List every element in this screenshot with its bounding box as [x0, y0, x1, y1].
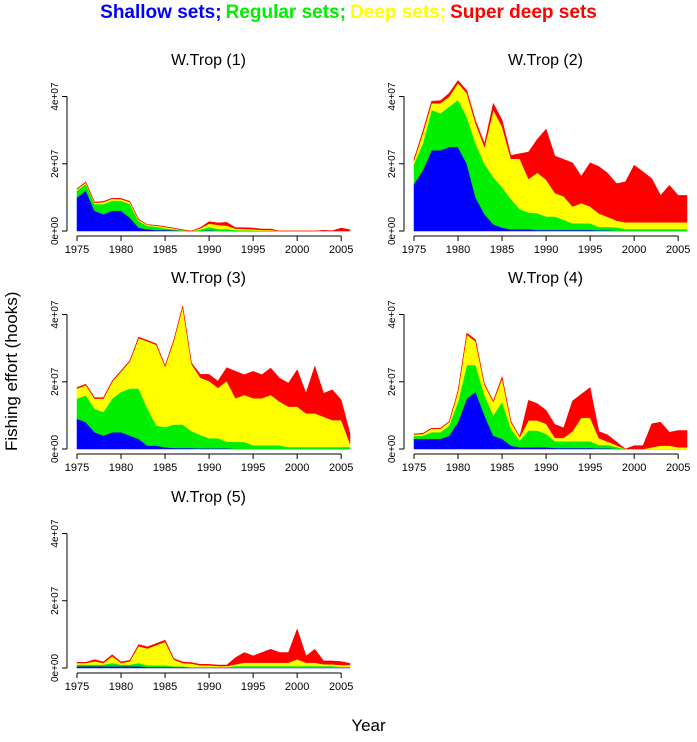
x-tick-label: 1980: [109, 244, 133, 256]
x-tick-label: 1990: [534, 462, 558, 474]
x-tick-label: 1995: [578, 244, 602, 256]
y-tick-label: 4e+07: [387, 300, 398, 329]
y-tick-label: 4e+07: [387, 82, 398, 111]
y-tick-label: 2e+07: [50, 586, 61, 615]
area-super-deep-sets: [76, 628, 351, 667]
x-tick-label: 1980: [446, 244, 470, 256]
x-tick-label: 1990: [197, 244, 221, 256]
y-axis-label: Fishing effort (hooks): [2, 291, 21, 451]
x-tick-label: 1980: [109, 681, 133, 693]
y-tick-label: 0e+00: [387, 435, 398, 464]
x-tick-label: 1975: [65, 462, 89, 474]
x-tick-label: 1990: [197, 681, 221, 693]
x-tick-label: 2005: [666, 462, 690, 474]
y-tick-label: 0e+00: [50, 435, 61, 464]
title-deep: Deep sets;: [349, 2, 447, 23]
x-tick-label: 2000: [622, 462, 646, 474]
x-tick-label: 1995: [578, 462, 602, 474]
panel-title: W.Trop (1): [171, 52, 246, 69]
x-tick-label: 1985: [490, 244, 514, 256]
y-tick-label: 4e+07: [50, 519, 61, 548]
panel-title: W.Trop (2): [508, 52, 583, 69]
y-tick-label: 2e+07: [50, 149, 61, 178]
x-tick-label: 1985: [490, 462, 514, 474]
y-tick-label: 2e+07: [387, 367, 398, 396]
x-tick-label: 2005: [329, 681, 353, 693]
x-tick-label: 2005: [329, 244, 353, 256]
x-tick-label: 1990: [534, 244, 558, 256]
area-super-deep-sets: [76, 181, 351, 232]
x-tick-label: 1975: [402, 462, 426, 474]
panel-title: W.Trop (4): [508, 270, 583, 287]
y-tick-label: 2e+07: [50, 367, 61, 396]
x-tick-label: 1980: [109, 462, 133, 474]
x-tick-label: 1995: [241, 244, 265, 256]
panel-title: W.Trop (3): [171, 270, 246, 287]
x-tick-label: 1990: [197, 462, 221, 474]
x-tick-label: 2005: [329, 462, 353, 474]
y-tick-label: 2e+07: [387, 149, 398, 178]
x-axis-label: Year: [351, 716, 386, 735]
area-super-deep-sets: [76, 305, 351, 444]
x-tick-label: 2005: [666, 244, 690, 256]
title-shallow: Shallow sets;: [100, 2, 222, 23]
figure-title: Shallow sets; Regular sets; Deep sets; Supe…: [0, 2, 697, 24]
x-tick-label: 1985: [153, 244, 177, 256]
x-tick-label: 2000: [622, 244, 646, 256]
y-tick-label: 0e+00: [387, 217, 398, 246]
x-tick-label: 2000: [285, 244, 309, 256]
title-regular: Regular sets;: [225, 2, 346, 23]
y-tick-label: 4e+07: [50, 82, 61, 111]
x-tick-label: 1975: [65, 681, 89, 693]
y-tick-label: 0e+00: [50, 654, 61, 683]
x-tick-label: 1975: [65, 244, 89, 256]
x-tick-label: 1985: [153, 462, 177, 474]
x-tick-label: 1995: [241, 462, 265, 474]
x-tick-label: 1985: [153, 681, 177, 693]
panel-4: W.Trop (4) 0e+00 2e+07 4e+07 1975 1980 1985 199…: [387, 270, 690, 474]
panel-title: W.Trop (5): [171, 489, 246, 506]
x-tick-label: 1975: [402, 244, 426, 256]
panel-2: W.Trop (2) 0e+00 2e+07 4e+07 1975 1980 1985 199…: [387, 52, 690, 256]
y-tick-label: 4e+07: [50, 300, 61, 329]
x-tick-label: 2000: [285, 462, 309, 474]
title-super-deep: Super deep sets: [450, 2, 597, 23]
area-super-deep-sets: [413, 79, 688, 223]
panel-3: W.Trop (3) 0e+00 2e+07 4e+07 1975 1980 1985 199…: [50, 270, 353, 474]
x-tick-label: 1995: [241, 681, 265, 693]
area-super-deep-sets: [413, 332, 688, 450]
y-tick-label: 0e+00: [50, 217, 61, 246]
x-tick-label: 2000: [285, 681, 309, 693]
panel-5: W.Trop (5) 0e+00 2e+07 4e+07 1975 1980 1985 199…: [50, 489, 353, 693]
x-tick-label: 1980: [446, 462, 470, 474]
panel-1: W.Trop (1) 0e+00 2e+07 4e+07 1975 1980 1985 199…: [50, 52, 353, 256]
